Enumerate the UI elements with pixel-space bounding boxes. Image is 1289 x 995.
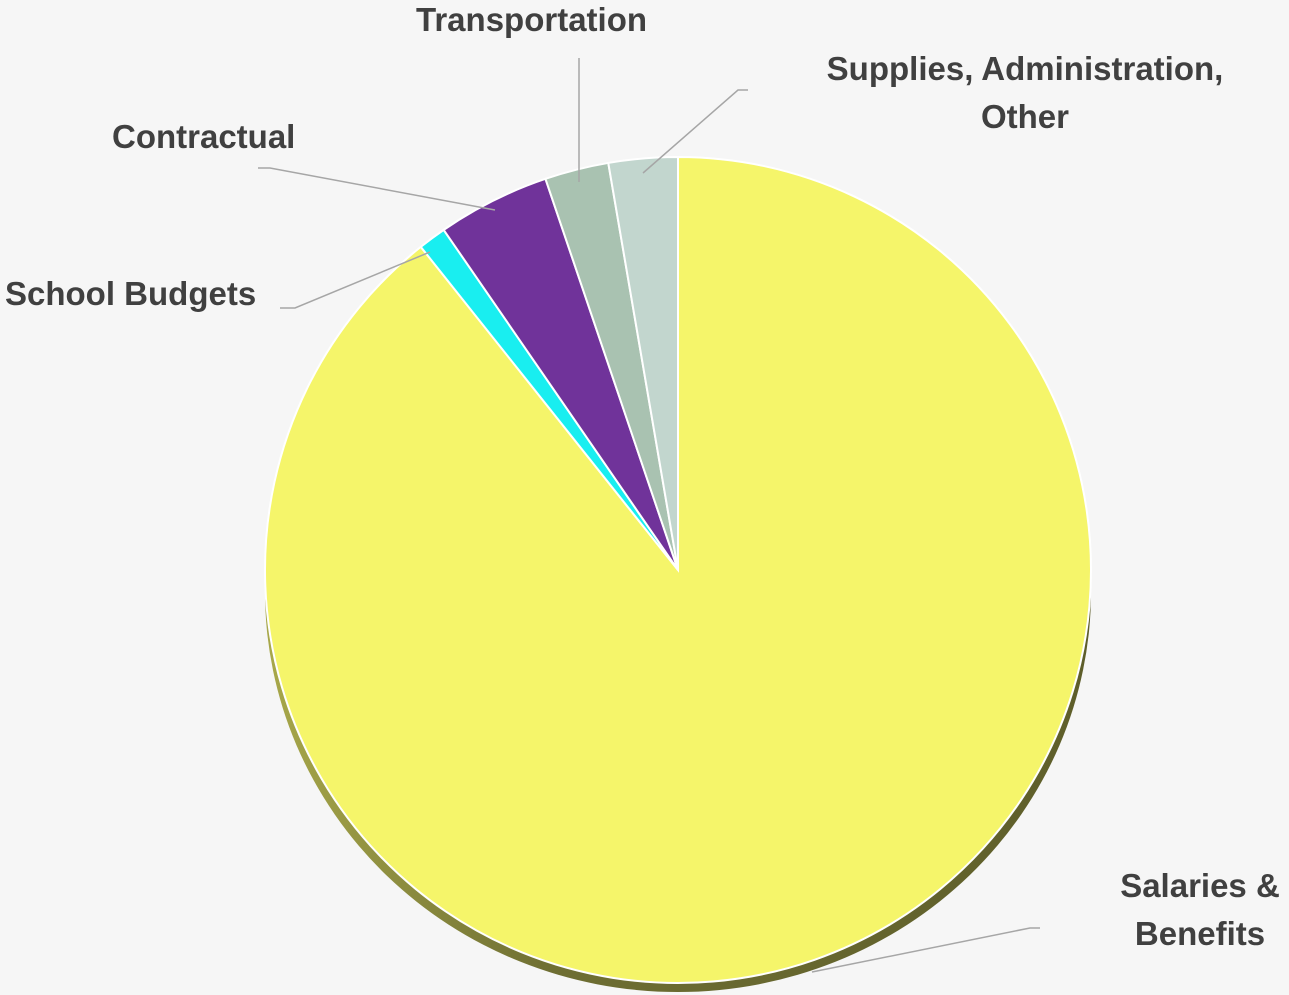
slice-label: Transportation [416, 1, 648, 38]
leader-line [258, 167, 496, 211]
leader-line [811, 927, 1040, 973]
slice-label: School Budgets [5, 275, 257, 312]
slices [264, 155, 1092, 984]
slice-label: Contractual [112, 118, 296, 155]
slice-label: Salaries & Benefits [1120, 867, 1280, 952]
pie-slice [607, 155, 679, 571]
slice-label: Supplies, Administration, Other [826, 50, 1224, 135]
leader-line [642, 89, 748, 174]
leader-line [280, 251, 431, 309]
